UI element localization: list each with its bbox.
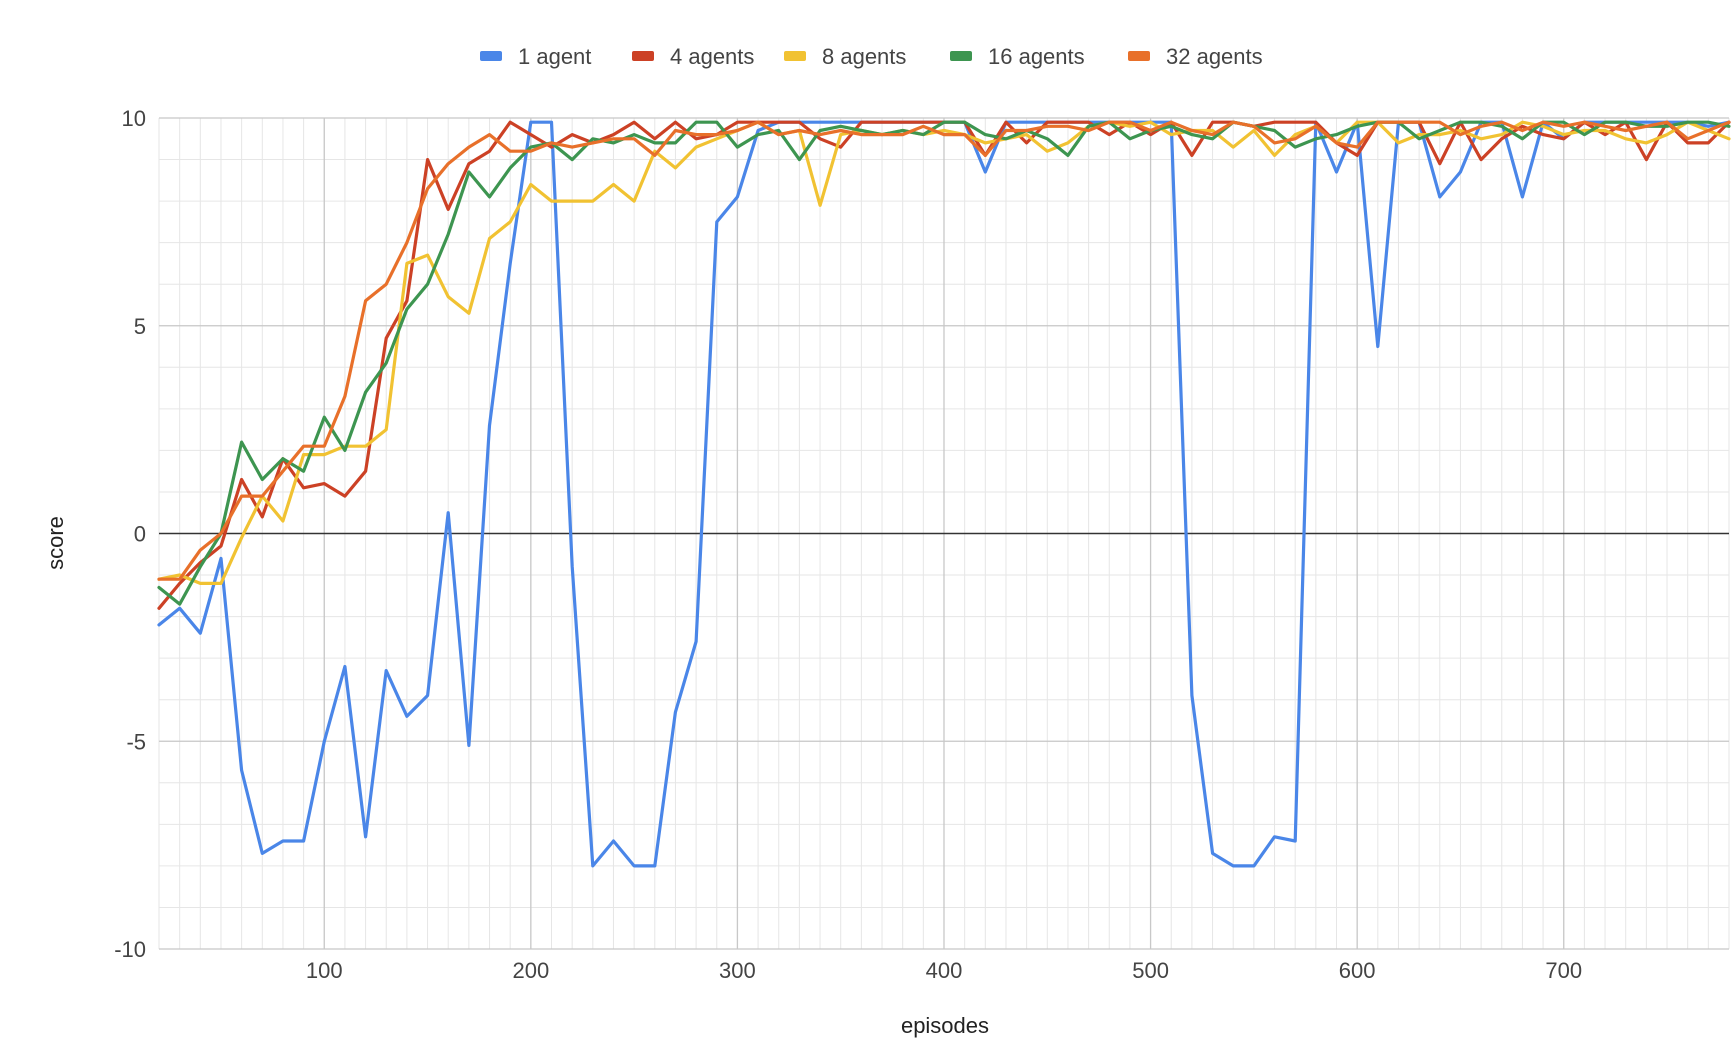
legend-label: 4 agents xyxy=(670,44,754,69)
x-tick-label: 400 xyxy=(926,958,963,983)
legend-swatch xyxy=(480,51,502,61)
legend: 1 agent 4 agents 8 agents 16 agents 32 agent… xyxy=(480,44,1263,69)
y-tick-labels: -10 -5 0 5 10 xyxy=(114,106,146,962)
legend-swatch xyxy=(632,51,654,61)
x-tick-label: 500 xyxy=(1132,958,1169,983)
y-tick-label: -10 xyxy=(114,937,146,962)
y-tick-label: 5 xyxy=(134,314,146,339)
y-tick-label: 0 xyxy=(134,522,146,547)
legend-label: 8 agents xyxy=(822,44,906,69)
legend-swatch xyxy=(1128,51,1150,61)
x-tick-label: 200 xyxy=(512,958,549,983)
x-tick-label: 300 xyxy=(719,958,756,983)
series-line-32-agents xyxy=(157,120,1731,581)
x-tick-label: 100 xyxy=(306,958,343,983)
legend-swatch xyxy=(784,51,806,61)
x-axis-title: episodes xyxy=(901,1013,989,1038)
y-tick-label: 10 xyxy=(122,106,146,131)
legend-swatch xyxy=(950,51,972,61)
legend-label: 32 agents xyxy=(1166,44,1263,69)
series-layer xyxy=(157,120,1731,868)
y-axis-title: score xyxy=(43,516,68,570)
x-tick-label: 600 xyxy=(1339,958,1376,983)
x-tick-labels: 100 200 300 400 500 600 700 xyxy=(306,958,1582,983)
legend-label: 16 agents xyxy=(988,44,1085,69)
y-tick-label: -5 xyxy=(126,729,146,754)
series-line-16-agents xyxy=(157,120,1731,606)
x-tick-label: 700 xyxy=(1545,958,1582,983)
legend-label: 1 agent xyxy=(518,44,591,69)
